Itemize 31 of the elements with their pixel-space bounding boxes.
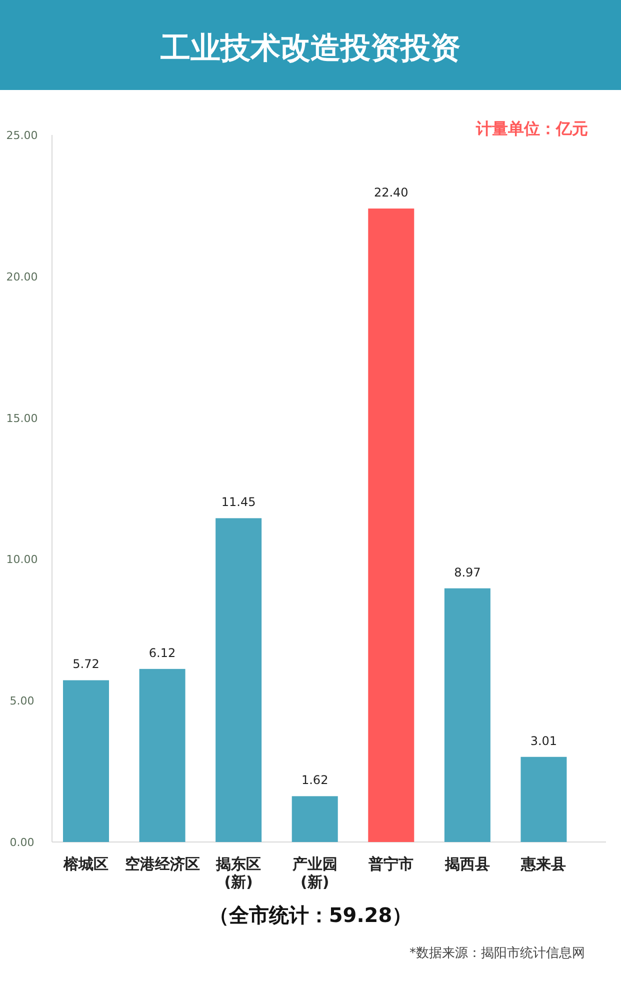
data-label: 11.45 xyxy=(221,495,256,510)
data-label: 3.01 xyxy=(530,734,558,748)
y-tick-label: 5.00 xyxy=(10,694,34,708)
x-tick-label: 揭东区 (新) xyxy=(215,855,262,891)
text: （全市统计：59.28） xyxy=(208,903,412,927)
bar xyxy=(292,796,338,842)
x-tick-label: 普宁市 xyxy=(368,855,414,873)
data-label: 1.62 xyxy=(302,773,328,788)
y-tick-label: 20.00 xyxy=(6,270,38,284)
bar xyxy=(368,208,414,842)
data-label: 5.72 xyxy=(72,657,100,672)
bar xyxy=(139,668,186,842)
chart-title: 工业技术改造投资投资 xyxy=(160,31,460,66)
bar xyxy=(216,518,262,842)
data-label: 6.12 xyxy=(148,646,176,660)
chart-subtitle: 计量单位：亿元 xyxy=(475,119,588,138)
data-label: 22.40 xyxy=(374,186,408,200)
text: *数据来源：揭阳市统计信息网 xyxy=(410,946,585,961)
bar xyxy=(444,588,490,842)
data-label: 8.97 xyxy=(454,565,481,580)
x-tick-label: 榕城区 xyxy=(62,855,108,873)
y-tick-label: 0.00 xyxy=(10,836,34,849)
x-tick-label: 惠来县 xyxy=(520,855,566,873)
y-tick-label: 10.00 xyxy=(6,553,38,566)
bar xyxy=(520,756,567,842)
x-tick-label: 空港经济区 xyxy=(124,855,200,873)
x-tick-label: 产业园 (新) xyxy=(291,855,338,891)
y-tick-label: 15.00 xyxy=(6,412,38,425)
bar xyxy=(63,680,109,842)
y-tick-label: 25.00 xyxy=(6,129,38,142)
x-tick-label: 揭西县 xyxy=(444,855,490,873)
